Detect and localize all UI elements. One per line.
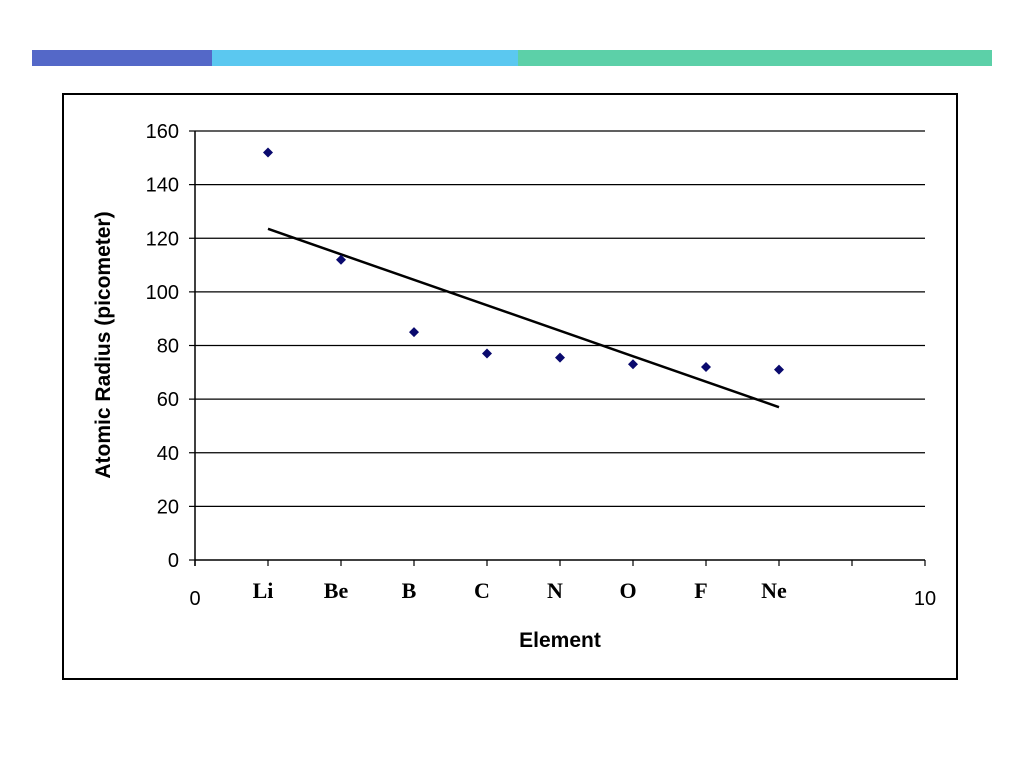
y-tick-label-140: 140 [146,175,179,197]
data-point-be [336,254,346,265]
y-tick-label-160: 160 [146,121,179,143]
y-tick-label-80: 80 [157,336,179,358]
y-tick-label-20: 20 [157,496,179,518]
element-label-c: C [474,578,490,603]
element-label-b: B [402,578,417,603]
data-point-f [701,361,711,372]
accent-bar-sky [212,50,518,66]
y-axis-title: Atomic Radius (picometer) [92,211,115,478]
data-point-ne [774,364,784,375]
y-tick-label-100: 100 [146,282,179,304]
trendline [267,227,780,409]
x-tick-label-0: 0 [189,588,200,610]
element-labels: Li Be B C N O F Ne [253,578,787,603]
axes [189,130,926,566]
x-axis-title: Element [519,629,601,652]
y-tick-label-120: 120 [146,228,179,250]
element-label-n: N [547,578,563,603]
element-label-o: O [619,578,636,603]
data-point-b [409,327,419,338]
element-label-ne: Ne [761,578,787,603]
y-tick-label-0: 0 [168,550,179,572]
element-label-li: Li [253,578,274,603]
data-point-o [628,359,638,370]
element-label-f: F [694,578,707,603]
gridlines [195,130,925,507]
y-tick-label-40: 40 [157,443,179,465]
accent-bar-teal [518,50,992,66]
y-tick-label-60: 60 [157,389,179,411]
data-point-c [482,348,492,359]
data-points [263,147,784,375]
x-tick-label-10: 10 [914,588,936,610]
y-tick-labels: 0 20 40 60 80 100 120 140 160 [146,121,179,572]
trendline-group [267,227,780,409]
x-tick-labels: 0 10 [189,588,936,610]
data-point-n [555,352,565,363]
accent-bar-blue [32,50,212,66]
chart-frame [62,93,958,680]
data-point-li [263,147,273,158]
element-label-be: Be [324,578,349,603]
